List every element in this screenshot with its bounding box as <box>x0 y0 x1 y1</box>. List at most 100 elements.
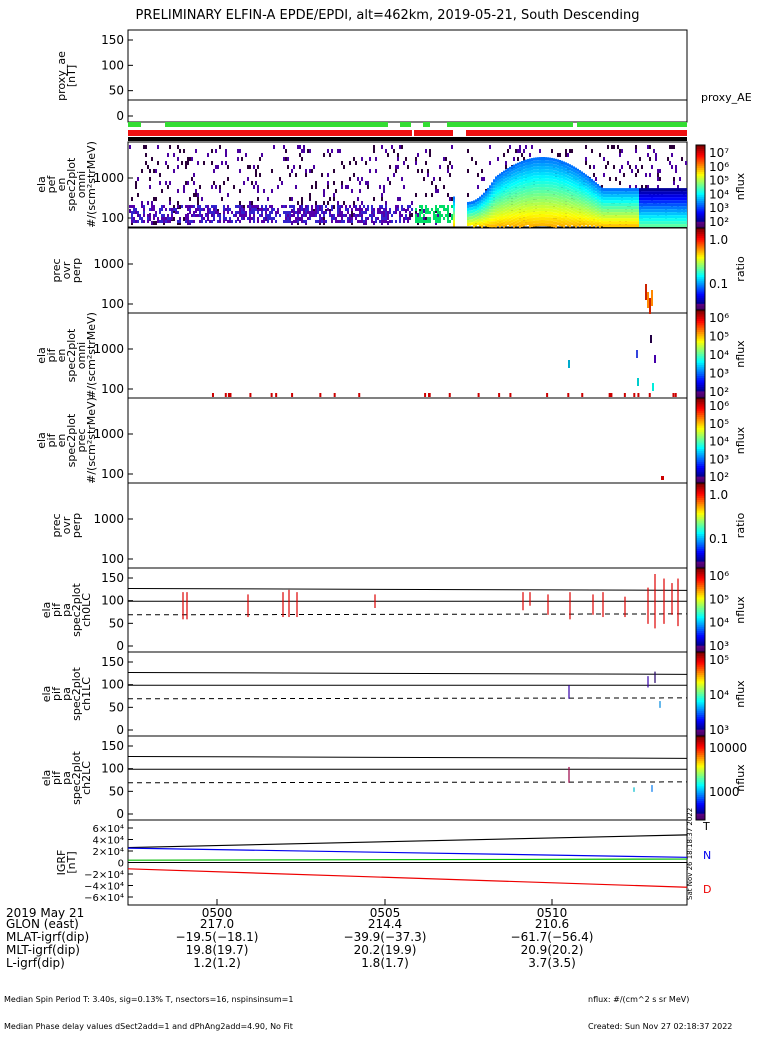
colorbar-tick-label: 10⁶ <box>709 569 729 583</box>
pixel <box>467 216 469 220</box>
pixel <box>293 220 295 223</box>
pixel <box>581 180 583 184</box>
pixel <box>601 190 603 194</box>
colorbar-step <box>696 466 705 469</box>
pixel <box>617 188 619 192</box>
pixel <box>653 212 655 216</box>
pixel <box>213 214 215 217</box>
pixel <box>645 200 647 204</box>
pixel <box>663 218 665 222</box>
pixel <box>649 218 651 222</box>
pixel <box>505 172 507 176</box>
pixel <box>489 209 491 213</box>
pixel <box>523 169 525 173</box>
pixel <box>261 208 263 211</box>
colorbar-step <box>696 786 705 789</box>
pixel <box>609 191 611 195</box>
pixel <box>643 194 645 198</box>
pixel <box>157 161 159 165</box>
pixel <box>503 179 505 183</box>
pixel <box>507 201 509 205</box>
pixel <box>657 206 659 210</box>
pixel <box>135 220 137 223</box>
pixel <box>359 205 361 208</box>
data-point <box>568 360 570 368</box>
pixel <box>647 221 649 225</box>
pixel <box>661 212 663 216</box>
colorbar-step <box>696 639 705 642</box>
pixel <box>671 224 673 228</box>
pixel <box>563 197 565 201</box>
pixel <box>543 175 545 179</box>
pixel <box>613 194 615 198</box>
pixel <box>499 185 501 189</box>
pixel <box>631 224 633 228</box>
pixel <box>511 195 513 199</box>
pixel <box>517 207 519 211</box>
pixel <box>573 214 575 218</box>
colorbar-step <box>696 548 705 552</box>
pixel <box>323 193 325 197</box>
pixel <box>547 166 549 170</box>
y-tick-label: 4×10⁴ <box>93 836 124 847</box>
pixel <box>315 181 317 185</box>
pixel <box>449 220 451 223</box>
pixel <box>555 182 557 186</box>
pixel <box>491 182 493 186</box>
pixel <box>571 198 573 202</box>
pixel <box>657 215 659 219</box>
pixel <box>623 203 625 207</box>
colorbar-step <box>696 803 705 806</box>
pixel <box>449 213 451 217</box>
pixel <box>617 212 619 216</box>
pixel <box>385 201 387 205</box>
pixel <box>605 197 607 201</box>
pixel <box>547 196 549 200</box>
pixel <box>261 220 263 223</box>
pixel <box>535 187 537 191</box>
pixel <box>503 188 505 192</box>
pixel <box>597 216 599 220</box>
pixel <box>299 211 301 214</box>
pixel <box>607 203 609 207</box>
colorbar-step <box>696 736 705 739</box>
pixel <box>595 206 597 210</box>
pixel <box>167 185 169 189</box>
pixel <box>341 220 343 223</box>
pixel <box>645 224 647 228</box>
colorbar-step <box>696 451 705 454</box>
pixel <box>551 211 553 215</box>
pixel <box>373 214 375 217</box>
y-axis-label: [nT] <box>65 65 78 87</box>
pixel <box>501 181 503 185</box>
pixel <box>529 209 531 213</box>
pixel <box>421 217 423 220</box>
pixel <box>591 187 593 191</box>
pixel <box>599 194 601 198</box>
colorbar-step <box>696 283 705 286</box>
colorbar-step <box>696 153 705 156</box>
pixel <box>243 181 245 185</box>
pixel <box>521 188 523 192</box>
pixel <box>585 186 587 190</box>
pixel <box>577 222 579 226</box>
colorbar-step <box>696 811 705 815</box>
pixel <box>269 214 271 217</box>
colorbar-step <box>696 495 705 499</box>
pixel <box>345 205 347 208</box>
pixel <box>579 197 581 201</box>
pixel <box>495 179 497 183</box>
colorbar-step <box>696 704 705 708</box>
pixel <box>643 203 645 207</box>
pixel <box>585 174 587 178</box>
pixel <box>427 173 429 177</box>
pixel <box>575 197 577 201</box>
pixel <box>365 220 367 223</box>
pixel <box>133 208 135 211</box>
data-point <box>674 393 677 397</box>
pixel <box>143 214 145 217</box>
pixel <box>469 222 471 226</box>
pixel <box>617 224 619 228</box>
pixel <box>525 222 527 226</box>
